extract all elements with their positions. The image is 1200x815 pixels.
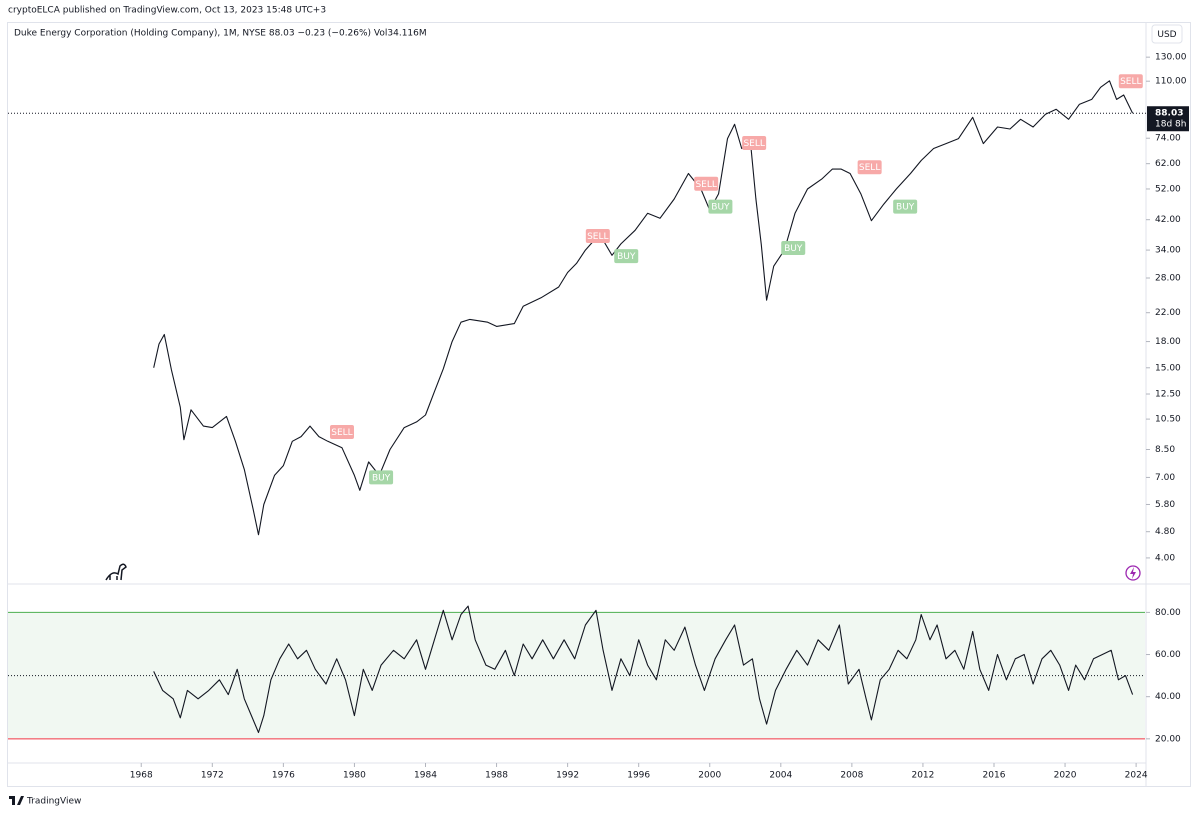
y-tick-label: 10.50 xyxy=(1155,415,1181,425)
frame xyxy=(7,22,1191,787)
currency[interactable]: USD xyxy=(1157,30,1176,40)
y-tick-label: 28.00 xyxy=(1155,274,1181,284)
y-tick-label: 34.00 xyxy=(1155,246,1181,256)
x-tick-label: 2024 xyxy=(1125,771,1148,781)
y-tick-label: 40.00 xyxy=(1155,692,1181,702)
y-tick-label: 62.00 xyxy=(1155,159,1181,169)
signal-label: BUY xyxy=(784,244,803,254)
footer-brand: TradingView xyxy=(26,797,81,807)
y-tick-label: 130.00 xyxy=(1155,53,1187,63)
y-tick-label: 18.00 xyxy=(1155,337,1181,347)
y-tick-label: 5.80 xyxy=(1155,500,1175,510)
y-tick-label: 74.00 xyxy=(1155,134,1181,144)
y-tick-label: 60.00 xyxy=(1155,650,1181,660)
price-line xyxy=(153,80,1134,536)
x-tick-label: 2000 xyxy=(698,771,721,781)
symbol-legend: Duke Energy Corporation (Holding Company… xyxy=(14,29,427,39)
dino-icon xyxy=(105,563,127,581)
y-tick-label: 7.00 xyxy=(1155,473,1175,483)
signal-badge xyxy=(585,228,610,243)
signal-label: SELL xyxy=(331,428,352,438)
x-tick-label: 2020 xyxy=(1054,771,1077,781)
x-tick-label: 2004 xyxy=(769,771,792,781)
y-tick-label: 42.00 xyxy=(1155,215,1181,225)
y-tick-label: 12.50 xyxy=(1155,390,1181,400)
signal-label: SELL xyxy=(1120,77,1141,87)
signal-badge xyxy=(857,160,882,175)
x-tick-label: 1980 xyxy=(343,771,366,781)
x-tick-label: 1988 xyxy=(485,771,508,781)
x-tick-label: 1976 xyxy=(272,771,295,781)
y-tick-label: 80.00 xyxy=(1155,608,1181,618)
signal-badge xyxy=(694,176,719,191)
x-tick-label: 2008 xyxy=(840,771,863,781)
signal-label: BUY xyxy=(711,203,730,213)
signal-label: SELL xyxy=(859,163,880,173)
countdown-label: 18d 8h xyxy=(1155,120,1186,130)
y-tick-label: 8.50 xyxy=(1155,445,1175,455)
signal-badge xyxy=(329,424,354,439)
price-line xyxy=(153,605,1134,734)
footer-logo xyxy=(9,796,24,805)
signal-badge xyxy=(893,199,918,214)
signal-label: SELL xyxy=(695,180,716,190)
signal-badge xyxy=(708,199,733,214)
y-tick-label: 110.00 xyxy=(1155,77,1187,87)
signal-badge xyxy=(369,470,394,485)
y-tick-label: 22.00 xyxy=(1155,308,1181,318)
signal-badge xyxy=(1118,74,1143,89)
signal-badge xyxy=(614,249,639,264)
last-price-label: 88.03 xyxy=(1155,109,1183,119)
signal-label: BUY xyxy=(896,203,915,213)
currency-box[interactable] xyxy=(1151,24,1183,44)
x-tick-label: 1984 xyxy=(414,771,437,781)
last-price-box xyxy=(1147,106,1189,132)
signal-label: SELL xyxy=(743,139,764,149)
y-tick-label: 52.00 xyxy=(1155,184,1181,194)
publisher-line: cryptoELCA published on TradingView.com,… xyxy=(8,6,326,16)
lightning-icon[interactable] xyxy=(1125,565,1141,581)
signal-label: BUY xyxy=(372,473,391,483)
y-tick-label: 4.00 xyxy=(1155,553,1175,563)
signal-badge xyxy=(781,240,806,255)
y-tick-label: 4.80 xyxy=(1155,527,1175,537)
x-tick-label: 1972 xyxy=(201,771,224,781)
x-tick-label: 2012 xyxy=(911,771,934,781)
x-tick-label: 1968 xyxy=(130,771,153,781)
signal-label: BUY xyxy=(617,252,636,262)
signal-badge xyxy=(742,135,767,150)
signal-label: SELL xyxy=(587,232,608,242)
y-tick-label: 20.00 xyxy=(1155,734,1181,744)
x-tick-label: 2016 xyxy=(983,771,1006,781)
x-tick-label: 1992 xyxy=(556,771,579,781)
x-tick-label: 1996 xyxy=(627,771,650,781)
y-tick-label: 15.00 xyxy=(1155,363,1181,373)
